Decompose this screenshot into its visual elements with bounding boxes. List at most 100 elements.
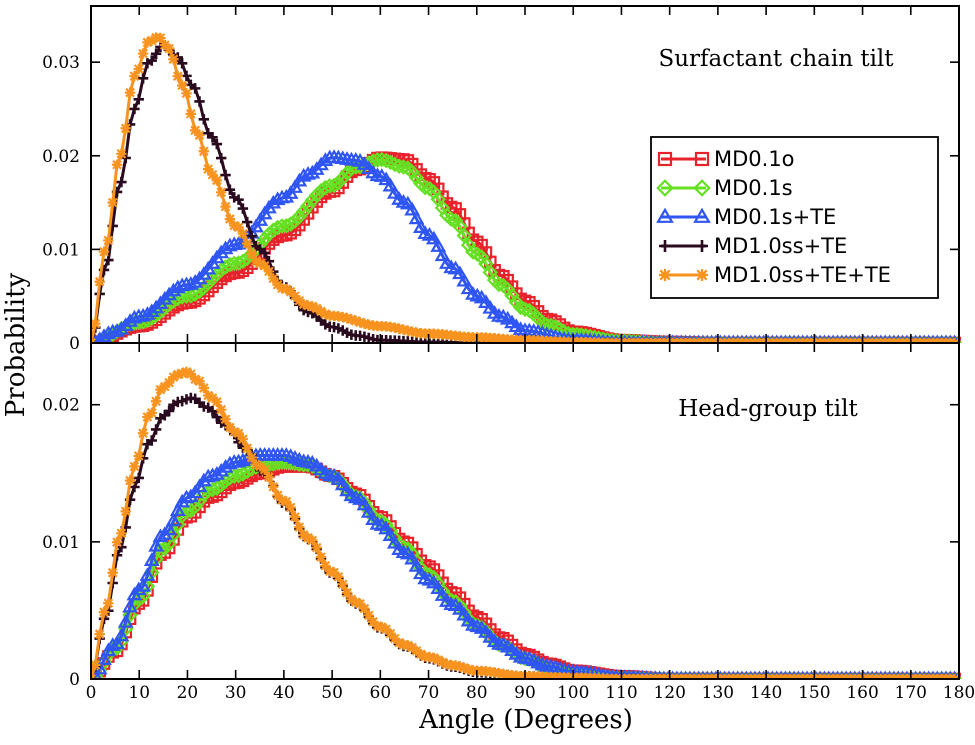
point-top-md1-0ss-te-te-40 [259, 260, 270, 272]
point-top-md0-1s-te-32 [221, 237, 238, 252]
y-tick-label-top-0: 0 [69, 334, 80, 354]
point-top-md0-1s-52 [308, 187, 325, 203]
legend-entry-md1-0ss-te: MD1.0ss+TE [659, 234, 847, 258]
point-top-md1-0ss-te-te-36 [242, 238, 253, 249]
x-tick-label-17: 170 [895, 683, 927, 703]
point-bottom-md1-0ss-te-te-33 [229, 426, 240, 438]
point-top-md1-0ss-te-34 [233, 194, 244, 205]
point-top-md1-0ss-te-24 [189, 83, 201, 94]
point-top-md1-0ss-te-31 [220, 169, 231, 181]
point-top-md0-1s-te-30 [213, 244, 230, 259]
point-bottom-md1-0ss-te-te-17 [159, 381, 170, 392]
point-bottom-md0-1s-23 [183, 502, 199, 519]
point-bottom-md1-0ss-te-te-79 [428, 652, 440, 664]
point-top-md1-0ss-te-te-60 [346, 314, 357, 325]
x-tick-label-16: 160 [846, 683, 878, 703]
point-top-md0-1s-46 [282, 216, 299, 232]
point-top-md0-1s-41 [261, 226, 277, 242]
point-top-md1-0ss-te-te-59 [341, 312, 353, 324]
point-bottom-md1-0ss-te-te-19 [168, 371, 179, 383]
point-bottom-md1-0ss-te-te-41 [263, 472, 275, 483]
point-bottom-md0-1s-te-30 [213, 462, 230, 477]
y-tick-label-bottom-2: 0.02 [42, 396, 80, 416]
point-bottom-md1-0ss-te-te-73 [402, 640, 414, 651]
point-bottom-md1-0ss-te-te-52 [311, 542, 322, 553]
point-bottom-md0-1s-te-3 [96, 651, 112, 665]
point-bottom-md0-1s-te-63 [356, 496, 373, 511]
point-top-md0-1s-te-4 [100, 325, 117, 340]
point-top-md0-1s-te-81 [434, 247, 451, 262]
point-bottom-md0-1s-te-19 [165, 512, 182, 527]
legend-entry-md0-1s: MD0.1s [656, 176, 793, 200]
point-top-md1-0ss-te-35 [237, 203, 249, 214]
point-top-md0-1s-te-79 [425, 230, 442, 245]
point-bottom-md1-0ss-te-te-63 [359, 603, 370, 614]
panel-title-top: Surfactant chain tilt [658, 46, 894, 72]
legend-label-md0-1o: MD0.1o [714, 147, 795, 171]
point-top-md0-1s-te-38 [248, 218, 264, 233]
point-bottom-md1-0ss-te-14 [146, 435, 157, 446]
point-bottom-md0-1s-te-62 [352, 491, 368, 505]
point-bottom-md0-1s-te-73 [399, 545, 416, 560]
point-bottom-md1-0ss-te-te-23 [185, 368, 197, 380]
point-bottom-md0-1s-85 [452, 598, 468, 614]
point-top-md1-0ss-te-te-12 [137, 48, 149, 59]
legend-marker-left-md0-1s [656, 179, 674, 197]
point-top-md1-0ss-te-te-34 [233, 222, 244, 233]
panel-bottom: 0 0.01 0.02 0 10 20 30 40 50 60 70 80 90 100 110 120 130… [42, 343, 975, 703]
point-top-md0-1s-te-14 [143, 303, 160, 318]
point-top-md1-0ss-te-te-38 [250, 255, 262, 267]
point-top-md1-0ss-te-te-51 [307, 301, 318, 312]
point-bottom-md1-0ss-te-te-13 [142, 411, 153, 423]
point-top-md1-0ss-te-te-16 [155, 32, 166, 44]
x-tick-label-4: 40 [273, 683, 295, 703]
point-bottom-md0-1s-33 [226, 468, 243, 484]
point-top-md0-1s-84 [447, 212, 464, 229]
point-top-md1-0ss-te-11 [133, 94, 144, 105]
point-bottom-md1-0ss-te-te-27 [202, 390, 214, 401]
point-top-md0-1s-49 [295, 203, 312, 220]
point-top-md1-0ss-te-te-28 [207, 169, 218, 180]
point-top-md1-0ss-te-te-29 [211, 175, 223, 186]
legend-label-md1-0ss-te: MD1.0ss+TE [714, 234, 847, 258]
point-bottom-md1-0ss-te-te-35 [237, 434, 249, 445]
point-bottom-md0-1s-te-23 [182, 488, 199, 503]
point-top-md1-0ss-te-26 [198, 114, 210, 125]
point-bottom-md0-1s-te-13 [139, 567, 156, 581]
point-top-md1-0ss-te-te-49 [298, 299, 309, 310]
x-tick-label-3: 30 [225, 683, 247, 703]
x-tick-label-9: 90 [514, 683, 536, 703]
point-top-md0-1s-te-76 [412, 219, 429, 234]
point-top-md0-1s-te-75 [408, 210, 425, 225]
legend: MD0.1o MD0.1s MD0.1s+TE MD1.0ss+TE MD1.0ss+T… [650, 136, 939, 299]
point-bottom-md1-0ss-te-te-9 [124, 475, 136, 486]
point-top-md0-1s-24 [187, 286, 203, 302]
point-bottom-md1-0ss-te-te-54 [320, 560, 331, 572]
point-top-md1-0ss-te-te-30 [216, 187, 227, 198]
point-top-md0-1s-96 [499, 281, 516, 298]
point-top-md0-1s-te-7 [113, 320, 130, 335]
point-top-md1-0ss-te-te-62 [354, 317, 366, 328]
point-bottom-md1-0ss-te-te-5 [107, 567, 118, 578]
point-bottom-md0-1s-te-80 [430, 580, 447, 595]
point-bottom-md1-0ss-te-te-44 [276, 494, 288, 506]
point-bottom-md1-0ss-te-te-40 [259, 464, 270, 475]
point-bottom-md1-0ss-te-te-18 [163, 377, 175, 388]
point-top-md0-1s-te-47 [287, 179, 303, 193]
point-bottom-md1-0ss-te-te-1 [91, 659, 101, 671]
point-top-md1-0ss-te-te-63 [359, 318, 370, 329]
axes-frames [90, 5, 960, 680]
point-top-md1-0ss-te-14 [146, 55, 157, 66]
point-bottom-md1-0ss-te-29 [211, 411, 223, 423]
point-top-md1-0ss-te-te-10 [129, 71, 140, 82]
point-bottom-md0-1s-te-11 [130, 581, 147, 596]
legend-marker-right-md0-1s-te [693, 207, 711, 223]
point-bottom-md0-1s-24 [187, 498, 203, 515]
point-bottom-md1-0ss-te-te-58 [337, 579, 348, 590]
point-top-md1-0ss-te-te-1 [91, 318, 101, 329]
point-bottom-md1-0ss-te-te-2 [94, 628, 105, 640]
y-tick-label-bottom-1: 0.01 [42, 533, 80, 553]
point-top-md0-1s-te-18 [161, 286, 178, 301]
point-top-md1-0ss-te-37 [246, 230, 257, 242]
point-bottom-md0-1s-te-16 [152, 528, 169, 543]
